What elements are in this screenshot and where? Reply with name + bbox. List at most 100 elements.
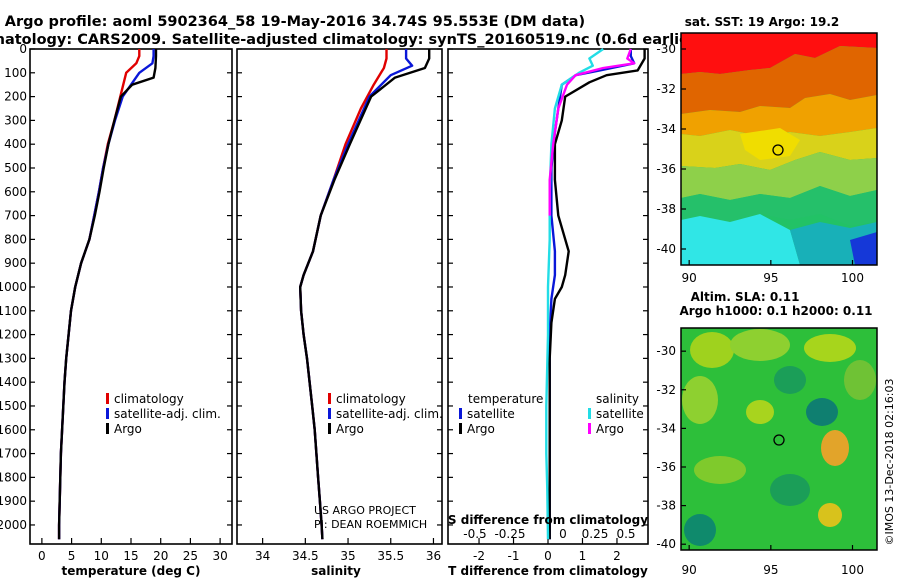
legend-swatch-s-argo <box>588 423 591 434</box>
depth-tick-label: 600 <box>4 185 27 199</box>
lon-tick-label: 100 <box>841 271 864 285</box>
legend-s-argo: Argo <box>596 422 624 436</box>
legend-temperature-title: temperature <box>468 392 543 406</box>
x-tick-label: 25 <box>183 549 198 563</box>
temperature-plot: 0 5 10 15 20 25 30 <box>30 48 232 563</box>
project-annotation: US ARGO PROJECT <box>314 504 416 517</box>
salinity-plot: 34 34.5 35 35.5 36 <box>237 48 442 563</box>
depth-tick-label: 800 <box>4 232 27 246</box>
x-tick-label: 34.5 <box>292 549 319 563</box>
lat-tick-label: -36 <box>656 460 676 474</box>
depth-tick-label: 100 <box>4 66 27 80</box>
difference-legend-salinity: salinity satellite Argo <box>588 392 644 436</box>
sla-map <box>681 328 877 550</box>
x-tick-label: 35.5 <box>377 549 404 563</box>
legend-t-argo: Argo <box>467 422 495 436</box>
s-diff-tick-label: 0 <box>559 527 567 541</box>
lat-tick-label: -38 <box>656 499 676 513</box>
series-line-climatology <box>299 49 388 540</box>
series-line-argo <box>57 49 158 540</box>
depth-tick-label: 1800 <box>0 470 27 484</box>
legend-swatch-satellite <box>328 408 331 419</box>
title-line2: Climatology: CARS2009. Satellite-adjuste… <box>0 32 703 48</box>
series-line-s-satellite <box>545 48 604 540</box>
lat-tick-label: -36 <box>656 162 676 176</box>
depth-tick-label: 1500 <box>0 399 27 413</box>
temperature-legend: climatology satellite-adj. clim. Argo <box>106 392 221 436</box>
series-line-t-argo <box>548 49 646 540</box>
x-tick-label: 30 <box>212 549 227 563</box>
legend-argo: Argo <box>114 422 142 436</box>
s-diff-tick-label: 0.5 <box>616 527 635 541</box>
lat-tick-label: -30 <box>656 42 676 56</box>
x-tick-label: 1 <box>579 549 587 563</box>
x-tick-label: 2 <box>613 549 621 563</box>
pi-annotation: PI: DEAN ROEMMICH <box>314 518 427 531</box>
x-tick-label: 20 <box>153 549 168 563</box>
lon-tick-label: 90 <box>682 271 697 285</box>
depth-tick-label: 700 <box>4 209 27 223</box>
difference-legend-temperature: temperature satellite Argo <box>459 392 543 436</box>
lat-tick-label: -34 <box>656 421 676 435</box>
legend-swatch-satellite <box>106 408 109 419</box>
legend-climatology: climatology <box>114 392 184 406</box>
depth-tick-label: 1000 <box>0 280 27 294</box>
x-tick-label: 34 <box>255 549 270 563</box>
x-tick-label: 10 <box>94 549 109 563</box>
depth-tick-label: 400 <box>4 137 27 151</box>
depth-tick-label: 1300 <box>0 351 27 365</box>
salinity-panel <box>236 48 443 545</box>
s-diff-tick-label: -0.25 <box>494 527 525 541</box>
legend-satellite: satellite-adj. clim. <box>336 407 443 421</box>
lat-tick-label: -34 <box>656 122 676 136</box>
lat-tick-label: -32 <box>656 383 676 397</box>
depth-tick-label: 2000 <box>0 518 27 532</box>
s-diff-tick-label: -0.5 <box>463 527 486 541</box>
lon-tick-label: 95 <box>763 563 778 577</box>
x-tick-label: -2 <box>473 549 485 563</box>
lat-tick-label: -30 <box>656 344 676 358</box>
x-tick-label: 0 <box>544 549 552 563</box>
lon-tick-label: 90 <box>682 563 697 577</box>
sla-map-title-line2: Argo h1000: 0.1 h2000: 0.11 <box>679 304 872 318</box>
depth-tick-label: 1600 <box>0 423 27 437</box>
x-tick-label: 5 <box>68 549 76 563</box>
lat-tick-label: -38 <box>656 202 676 216</box>
depth-axis: 0 100 200 300 400 500 600 700 800 900 1000 1100 1200… <box>0 42 27 532</box>
legend-t-satellite: satellite <box>467 407 515 421</box>
depth-tick-label: 200 <box>4 90 27 104</box>
depth-tick-label: 500 <box>4 161 27 175</box>
x-tick-label: 35 <box>340 549 355 563</box>
legend-swatch-t-argo <box>459 423 462 434</box>
depth-tick-label: 1200 <box>0 328 27 342</box>
legend-argo: Argo <box>336 422 364 436</box>
legend-climatology: climatology <box>336 392 406 406</box>
lon-tick-label: 100 <box>841 563 864 577</box>
lat-tick-label: -40 <box>656 537 676 551</box>
title-line1: Argo profile: aoml 5902364_58 19-May-201… <box>5 14 585 30</box>
argo-float-marker <box>772 144 784 156</box>
difference-plot: -2 -1 0 1 2-0.5 -0.25 0 0.25 0.5 <box>448 48 648 563</box>
depth-tick-label: 0 <box>19 42 27 56</box>
difference-top-xlabel: S difference from climatology <box>448 513 648 527</box>
x-tick-label: -1 <box>508 549 520 563</box>
legend-swatch-argo <box>106 423 109 434</box>
difference-xlabel: T difference from climatology <box>448 564 648 578</box>
sla-map-title-line1: Altim. SLA: 0.11 <box>691 290 800 304</box>
lat-tick-label: -40 <box>656 242 676 256</box>
depth-tick-label: 1400 <box>0 375 27 389</box>
lat-tick-label: -32 <box>656 82 676 96</box>
series-line-climatology <box>57 49 141 540</box>
sst-map <box>681 33 877 265</box>
legend-salinity-title: salinity <box>596 392 639 406</box>
sst-map-title: sat. SST: 19 Argo: 19.2 <box>685 15 839 29</box>
s-diff-tick-label: 0.25 <box>582 527 609 541</box>
legend-swatch-t-satellite <box>459 408 462 419</box>
legend-swatch-climatology <box>328 393 331 404</box>
temperature-xlabel: temperature (deg C) <box>62 564 201 578</box>
sla-map-axes: -30 -32 -34 -36 -38 -40 90 95 100 <box>656 344 864 577</box>
series-line-s-argo <box>548 48 636 216</box>
series-line-argo <box>299 49 431 540</box>
depth-tick-label: 1900 <box>0 494 27 508</box>
